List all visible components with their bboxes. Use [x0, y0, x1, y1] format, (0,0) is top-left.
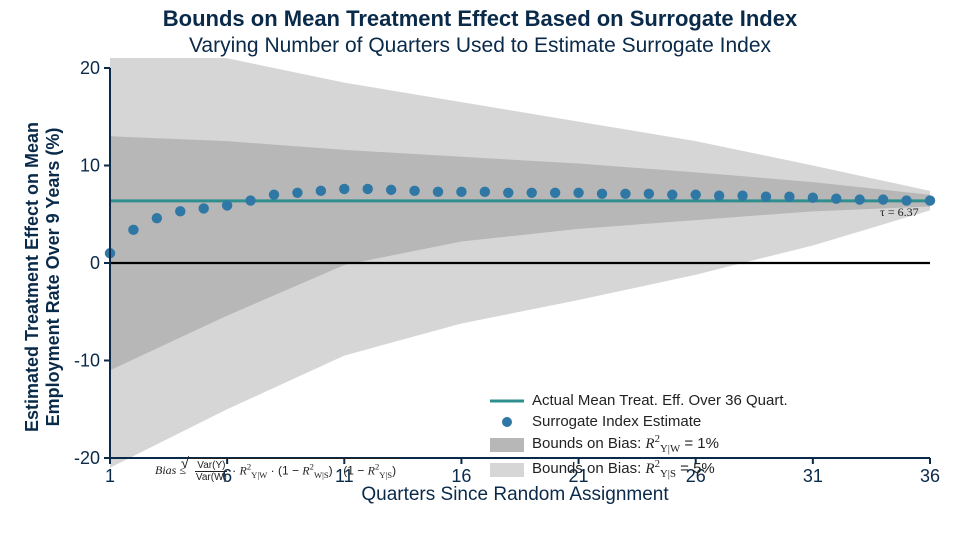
surrogate-point: [316, 186, 326, 196]
surrogate-point: [878, 194, 888, 204]
surrogate-point: [503, 188, 513, 198]
chart-title-text: Bounds on Mean Treatment Effect Based on…: [163, 6, 797, 31]
legend-row: Bounds on Bias: R2Y|W = 1%: [490, 432, 788, 457]
surrogate-point: [386, 185, 396, 195]
surrogate-point: [222, 200, 232, 210]
surrogate-point: [667, 190, 677, 200]
surrogate-point: [808, 192, 818, 202]
y-tick-label: -20: [74, 448, 100, 468]
surrogate-point: [269, 190, 279, 200]
surrogate-point: [714, 191, 724, 201]
surrogate-point: [245, 195, 255, 205]
surrogate-point: [855, 194, 865, 204]
y-axis-label-line1: Estimated Treatment Effect on Mean: [22, 82, 43, 472]
y-axis-label-line2: Employment Rate Over 9 Years (%): [43, 82, 64, 472]
legend-label: Bounds on Bias: R2Y|S = 5%: [532, 457, 715, 482]
surrogate-point: [456, 187, 466, 197]
legend-label: Actual Mean Treat. Eff. Over 36 Quart.: [532, 390, 788, 411]
surrogate-point: [644, 189, 654, 199]
legend-swatch: [490, 463, 524, 477]
legend-swatch: [490, 438, 524, 452]
y-tick-label: 0: [90, 253, 100, 273]
x-axis-label-text: Quarters Since Random Assignment: [361, 484, 668, 505]
y-axis-label: Estimated Treatment Effect on Mean Emplo…: [22, 82, 64, 472]
surrogate-point: [761, 192, 771, 202]
tau-annotation: τ = 6.37: [880, 205, 919, 220]
surrogate-point: [409, 186, 419, 196]
surrogate-point: [573, 188, 583, 198]
legend: Actual Mean Treat. Eff. Over 36 Quart.Su…: [490, 390, 788, 482]
bias-formula: Bias ≤ √Var(Y)Var(W) · R2Y|W · (1 − R2W|…: [155, 458, 400, 483]
legend-row: Surrogate Index Estimate: [490, 411, 788, 432]
surrogate-point: [128, 225, 138, 235]
x-tick-label: 16: [451, 466, 471, 486]
surrogate-point: [620, 189, 630, 199]
legend-swatch: [490, 415, 524, 429]
chart-subtitle: Varying Number of Quarters Used to Estim…: [0, 34, 960, 58]
legend-label: Surrogate Index Estimate: [532, 411, 701, 432]
surrogate-point: [175, 206, 185, 216]
chart-area: Estimated Treatment Effect on Mean Emplo…: [0, 58, 960, 508]
legend-swatch: [490, 394, 524, 408]
surrogate-point: [433, 187, 443, 197]
x-tick-label: 31: [803, 466, 823, 486]
tau-text: τ = 6.37: [880, 205, 919, 219]
x-axis-label: Quarters Since Random Assignment: [110, 484, 920, 506]
surrogate-point: [199, 203, 209, 213]
surrogate-point: [784, 192, 794, 202]
surrogate-point: [152, 213, 162, 223]
surrogate-point: [363, 184, 373, 194]
y-tick-label: 20: [80, 58, 100, 78]
surrogate-point: [480, 187, 490, 197]
surrogate-point: [831, 193, 841, 203]
y-tick-label: 10: [80, 156, 100, 176]
surrogate-point: [550, 188, 560, 198]
chart-subtitle-text: Varying Number of Quarters Used to Estim…: [189, 34, 771, 57]
surrogate-point: [597, 189, 607, 199]
surrogate-point: [527, 188, 537, 198]
surrogate-point: [339, 184, 349, 194]
chart-svg: -20-100102016111621263136: [0, 58, 960, 508]
x-tick-label: 1: [105, 466, 115, 486]
y-tick-label: -10: [74, 351, 100, 371]
surrogate-point: [737, 191, 747, 201]
surrogate-point: [925, 195, 935, 205]
chart-title: Bounds on Mean Treatment Effect Based on…: [0, 6, 960, 32]
legend-row: Bounds on Bias: R2Y|S = 5%: [490, 457, 788, 482]
surrogate-point: [691, 190, 701, 200]
legend-label: Bounds on Bias: R2Y|W = 1%: [532, 432, 719, 457]
x-tick-label: 36: [920, 466, 940, 486]
legend-row: Actual Mean Treat. Eff. Over 36 Quart.: [490, 390, 788, 411]
surrogate-point: [292, 188, 302, 198]
